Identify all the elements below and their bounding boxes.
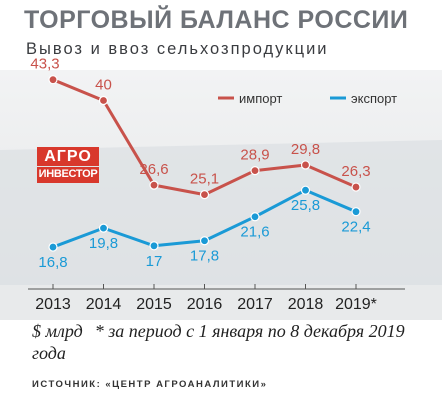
background-ship-hull bbox=[0, 140, 442, 320]
line-chart: 43,3 40 26,6 25,1 28,9 29,8 26,3 16,8 19,8 17 17,8… bbox=[0, 56, 442, 320]
x-tick-label: 2019* bbox=[335, 296, 377, 313]
export-point bbox=[48, 242, 58, 252]
import-value-label: 26,3 bbox=[341, 163, 370, 180]
export-point bbox=[300, 185, 311, 195]
agroinvestor-logo: АГРО ИНВЕСТОР bbox=[37, 147, 99, 183]
chart-title: ТОРГОВЫЙ БАЛАНС РОССИИ bbox=[24, 6, 409, 34]
import-value-label: 40 bbox=[95, 77, 112, 94]
import-point bbox=[250, 166, 260, 176]
logo-line-2: ИНВЕСТОР bbox=[37, 167, 99, 183]
period-note: * за период с 1 января по 8 декабря 2019… bbox=[32, 321, 405, 363]
x-tick-label: 2015 bbox=[136, 296, 172, 313]
import-point bbox=[48, 75, 58, 85]
import-point bbox=[149, 180, 159, 190]
legend-label-import: импорт bbox=[239, 91, 282, 106]
export-point bbox=[149, 241, 159, 251]
import-value-label: 28,9 bbox=[240, 147, 269, 164]
export-value-label: 17 bbox=[146, 253, 163, 270]
import-point bbox=[300, 160, 311, 170]
x-tick-label: 2014 bbox=[86, 296, 122, 313]
x-tick-label: 2018 bbox=[288, 296, 324, 313]
unit-label: $ млрд bbox=[32, 321, 83, 341]
chart-subtitle: Вывоз и ввоз сельхозпродукции bbox=[26, 40, 329, 58]
export-point bbox=[250, 212, 260, 222]
x-tick-label: 2017 bbox=[237, 296, 273, 313]
export-value-label: 16,8 bbox=[38, 254, 67, 271]
footnote: $ млрд * за период с 1 января по 8 декабр… bbox=[32, 320, 422, 364]
export-value-label: 25,8 bbox=[291, 197, 320, 214]
export-value-label: 19,8 bbox=[89, 235, 118, 252]
legend-label-export: экспорт bbox=[351, 91, 397, 106]
export-value-label: 17,8 bbox=[190, 248, 219, 265]
export-point bbox=[351, 207, 361, 217]
x-tick-label: 2013 bbox=[35, 296, 71, 313]
logo-line-1: АГРО bbox=[37, 147, 99, 166]
export-value-label: 22,4 bbox=[341, 219, 370, 236]
import-value-label: 43,3 bbox=[30, 56, 59, 73]
x-tick-label: 2016 bbox=[187, 296, 223, 313]
source-label: ИСТОЧНИК: «ЦЕНТР АГРОАНАЛИТИКИ» bbox=[32, 379, 268, 390]
import-point bbox=[98, 95, 109, 106]
import-value-label: 29,8 bbox=[291, 141, 320, 158]
import-value-label: 25,1 bbox=[190, 171, 219, 188]
import-point bbox=[199, 190, 210, 200]
import-point bbox=[351, 182, 361, 192]
export-point bbox=[199, 236, 210, 246]
axis-band bbox=[0, 285, 442, 320]
export-point bbox=[98, 223, 109, 233]
import-value-label: 26,6 bbox=[139, 161, 168, 178]
export-value-label: 21,6 bbox=[240, 224, 269, 241]
